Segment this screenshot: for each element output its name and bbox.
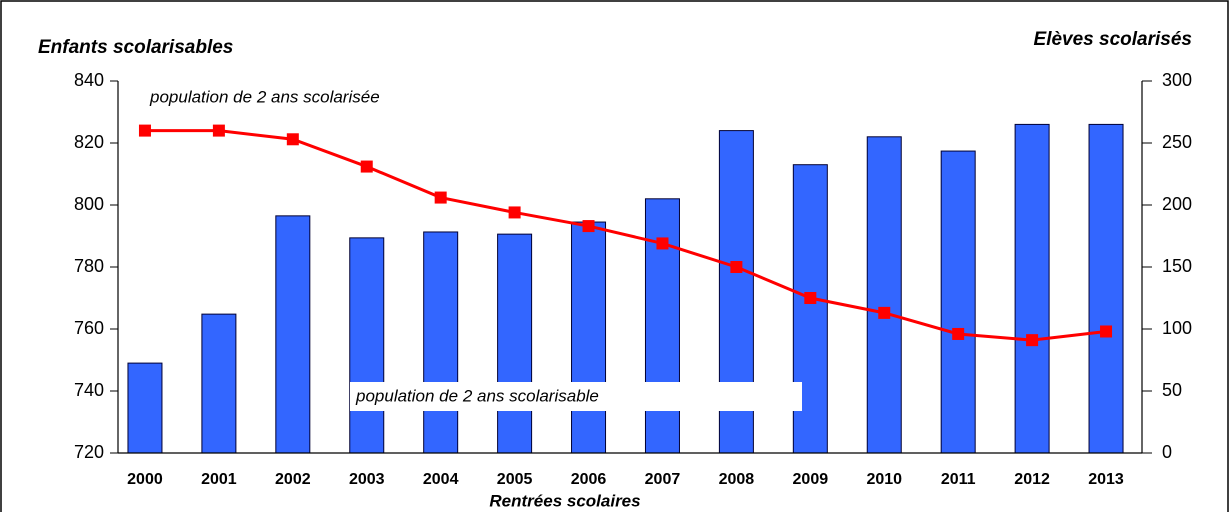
marker: [656, 237, 669, 250]
x-tick-label: 2005: [497, 471, 533, 488]
bar: [1014, 123, 1050, 454]
y-tick-label: 840: [74, 70, 104, 90]
bar: [644, 198, 680, 454]
bar: [201, 313, 237, 454]
x-axis-title: Rentrées scolaires: [489, 491, 640, 510]
series-annotation: population de 2 ans scolarisée: [149, 87, 380, 106]
x-tick-label: 2011: [941, 471, 976, 488]
bar: [571, 221, 607, 454]
y2-tick-label: 250: [1162, 132, 1192, 152]
marker: [952, 327, 965, 340]
x-tick-label: 2006: [571, 471, 607, 488]
y-tick-label: 740: [74, 380, 104, 400]
x-tick-label: 2008: [719, 471, 755, 488]
marker: [1026, 334, 1039, 347]
line: [144, 129, 1107, 342]
x-tick-label: 2012: [1014, 471, 1050, 488]
y2-tick-label: 100: [1162, 318, 1192, 338]
bar: [940, 150, 976, 454]
marker: [508, 206, 521, 219]
y2-tick-label: 150: [1162, 256, 1192, 276]
x-tick-label: 2010: [866, 471, 902, 488]
x-tick-label: 2000: [127, 471, 163, 488]
marker: [212, 124, 225, 137]
bar: [1088, 123, 1124, 454]
annotation-box: [350, 382, 802, 411]
marker: [878, 306, 891, 319]
x-tick-label: 2009: [793, 471, 829, 488]
marker: [730, 261, 743, 273]
marker: [434, 191, 447, 204]
x-tick-label: 2007: [645, 471, 681, 488]
series-annotation: population de 2 ans scolarisable: [355, 386, 599, 405]
marker: [582, 220, 595, 233]
y-tick-label: 780: [74, 256, 104, 276]
y2-tick-label: 0: [1162, 442, 1172, 462]
bar: [497, 233, 533, 454]
y2-tick-label: 200: [1162, 194, 1192, 214]
bar: [275, 215, 311, 454]
x-tick-label: 2002: [275, 471, 311, 488]
y-tick-label: 720: [74, 442, 104, 462]
y2-axis-title: Elèves scolarisés: [1034, 29, 1192, 50]
bar: [349, 237, 385, 454]
marker: [286, 133, 299, 146]
x-tick-label: 2004: [423, 471, 459, 488]
y-tick-label: 800: [74, 194, 104, 214]
y-axis-title: Enfants scolarisables: [38, 37, 233, 58]
bar: [423, 231, 459, 454]
y2-tick-label: 50: [1162, 380, 1182, 400]
x-tick-label: 2013: [1088, 471, 1124, 488]
y2-tick-label: 300: [1162, 70, 1192, 90]
y-tick-label: 820: [74, 132, 104, 152]
marker: [1100, 325, 1113, 338]
x-tick-label: 2003: [349, 471, 385, 488]
bar: [866, 136, 902, 454]
x-tick-label: 2001: [201, 471, 237, 488]
y-tick-label: 760: [74, 318, 104, 338]
marker: [138, 124, 151, 137]
bar: [127, 362, 163, 454]
marker: [804, 292, 817, 304]
marker: [360, 160, 373, 173]
